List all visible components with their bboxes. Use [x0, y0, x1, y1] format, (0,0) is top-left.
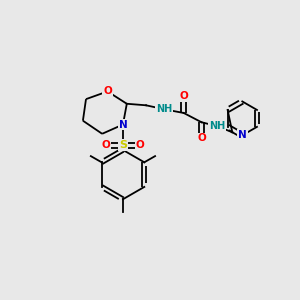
- Text: N: N: [238, 130, 247, 140]
- Text: O: O: [102, 140, 110, 150]
- Text: O: O: [197, 134, 206, 143]
- Text: NH: NH: [156, 104, 172, 114]
- Text: O: O: [136, 140, 144, 150]
- Text: O: O: [179, 91, 188, 101]
- Text: N: N: [118, 119, 127, 130]
- Text: NH: NH: [209, 121, 225, 131]
- Text: O: O: [103, 86, 112, 96]
- Text: S: S: [119, 140, 127, 150]
